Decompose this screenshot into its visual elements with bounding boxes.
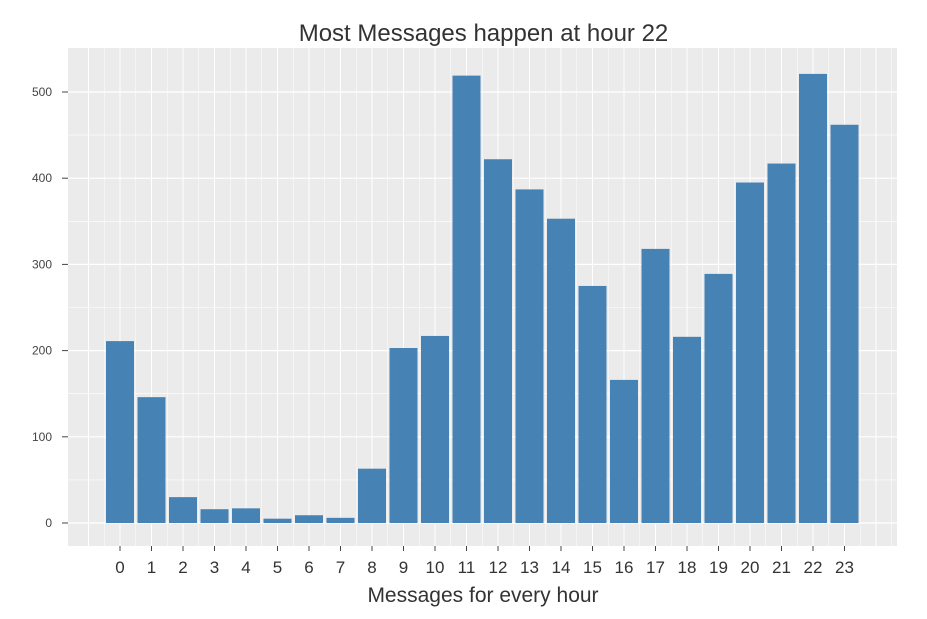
x-axis: 0 1 2 3 4 5 6 7 8 9 10 11 12 13 14 15 16 17 18 19 20 21 22 23	[115, 546, 854, 577]
x-axis-label: Messages for every hour	[367, 584, 598, 607]
y-tick-label: 100	[32, 430, 52, 444]
chart-title: Most Messages happen at hour 22	[298, 20, 669, 47]
x-tick-label: 11	[458, 558, 476, 577]
x-tick-label: 4	[241, 558, 250, 577]
x-tick-label: 12	[489, 558, 508, 577]
bar-hour-17	[641, 248, 670, 523]
bar-hour-21	[767, 163, 796, 523]
y-tick-label: 400	[32, 171, 52, 185]
x-tick-label: 10	[426, 558, 445, 577]
x-tick-label: 0	[115, 558, 124, 577]
bar-hour-3	[200, 509, 229, 523]
bars	[106, 73, 859, 524]
x-tick-label: 23	[835, 558, 854, 577]
x-tick-label: 9	[399, 558, 408, 577]
bar-hour-11	[452, 75, 481, 523]
y-tick-label: 200	[32, 344, 52, 358]
x-tick-label: 14	[552, 558, 571, 577]
x-tick-label: 16	[615, 558, 634, 577]
y-tick-label: 500	[32, 85, 52, 99]
x-tick-label: 7	[336, 558, 345, 577]
bar-hour-8	[358, 468, 386, 523]
x-tick-label: 15	[583, 558, 602, 577]
bar-hour-9	[389, 348, 418, 523]
x-tick-label: 21	[772, 558, 791, 577]
x-tick-label: 6	[304, 558, 313, 577]
bar-hour-7	[326, 517, 355, 523]
x-tick-label: 22	[804, 558, 823, 577]
y-tick-label: 0	[45, 516, 52, 530]
bar-hour-4	[232, 508, 260, 523]
x-tick-label: 1	[147, 558, 156, 577]
bar-hour-13	[515, 189, 544, 523]
bar-hour-6	[295, 515, 323, 523]
bar-hour-12	[484, 159, 512, 523]
bar-hour-2	[169, 497, 197, 523]
bar-hour-14	[547, 218, 575, 524]
bar-hour-16	[610, 379, 638, 523]
x-tick-label: 13	[520, 558, 539, 577]
bar-hour-5	[263, 518, 292, 523]
bar-hour-23	[830, 124, 859, 524]
bar-hour-10	[421, 335, 449, 523]
x-tick-label: 3	[210, 558, 219, 577]
x-tick-label: 19	[709, 558, 728, 577]
y-tick-label: 300	[32, 257, 52, 271]
x-tick-label: 5	[273, 558, 282, 577]
bar-hour-15	[578, 285, 607, 523]
bar-hour-18	[673, 336, 701, 523]
bar-hour-22	[799, 73, 827, 523]
bar-hour-20	[736, 182, 764, 523]
y-axis: 0 100 200 300 400 500	[32, 85, 68, 530]
bar-hour-0	[106, 341, 134, 523]
bar-hour-1	[137, 397, 166, 523]
x-tick-label: 20	[741, 558, 760, 577]
x-tick-label: 8	[367, 558, 376, 577]
bar-hour-19	[704, 273, 733, 523]
x-tick-label: 2	[178, 558, 187, 577]
x-tick-label: 17	[646, 558, 665, 577]
x-tick-label: 18	[678, 558, 697, 577]
